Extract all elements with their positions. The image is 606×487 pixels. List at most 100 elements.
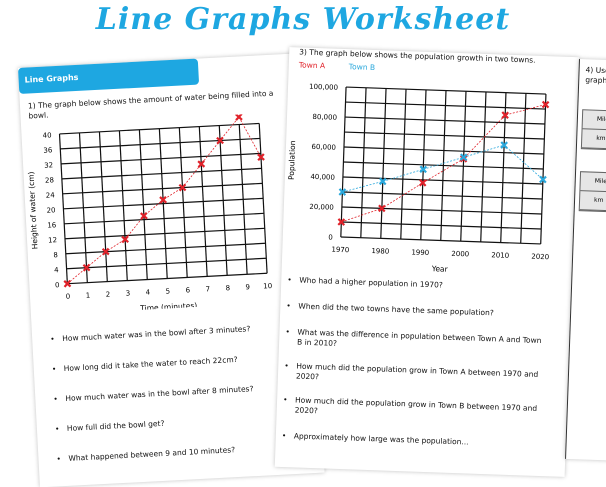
x-tick-label: 6 [185,286,190,294]
series-line [341,104,546,223]
data-point-marker [377,204,386,213]
grid-line [341,206,542,215]
y-tick-label: 100,000 [309,83,338,92]
grid-line [344,116,545,125]
data-point-marker [500,141,508,149]
data-point-marker [234,113,243,121]
x-tick-label: 1970 [331,246,349,255]
x-tick-label: 1990 [411,248,429,257]
data-point-marker [418,178,427,187]
grid-line [64,227,265,240]
data-point-marker [63,279,72,288]
x-tick-label: 0 [66,293,71,301]
grid-line [340,236,541,245]
grid-line [342,176,543,185]
grid-line [342,191,543,200]
table-cell: km [581,129,606,151]
conversion-table: Miles km [580,109,606,152]
legend-town-a: Town A [298,60,326,71]
grid-line [65,242,266,255]
x-axis-label: Time (minutes) [139,301,197,313]
y-tick-label: 0 [328,234,333,242]
y-tick-label: 80,000 [312,113,337,122]
grid-line [61,152,261,165]
question-item: Approximately how large was the populati… [294,431,544,450]
question-item: How much did the population grow in Town… [295,395,546,424]
question-3: 3) The graph below shows the population … [299,47,536,65]
x-tick-label: 1980 [371,247,389,256]
section-banner: Line Graphs [18,58,200,94]
x-tick-label: 7 [205,285,210,293]
y-tick-label: 20 [46,206,55,214]
grid-line [59,122,260,135]
table-cell: km [579,191,606,213]
table-cell: Miles [582,110,606,132]
x-tick-label: 4 [145,288,150,296]
y-axis-label: Population [287,140,297,180]
grid-line [344,131,545,140]
question-item: What was the difference in population be… [297,328,548,357]
grid-line [67,272,268,285]
series-line [67,116,262,285]
x-tick-label: 3 [126,289,131,297]
grid-line [62,182,263,195]
y-tick-label: 16 [47,221,57,229]
data-point-marker [197,160,206,168]
x-tick-label: 2010 [491,251,509,260]
grid-line [63,197,264,210]
data-point-marker [501,111,510,119]
data-point-marker [159,195,167,204]
data-point-marker [216,136,224,145]
y-axis-label: Height of water (cm) [26,171,39,249]
question-item: How much did the population grow in Town… [296,362,547,391]
worksheet-title: Line Graphs Worksheet [95,2,511,37]
table-cell: Miles [580,172,606,194]
y-tick-label: 28 [45,176,54,184]
data-point-marker [101,247,110,256]
data-point-marker [337,218,346,226]
y-tick-label: 4 [54,266,59,274]
grid-line [343,146,544,155]
question-item: How much water was in the bowl after 8 m… [65,384,254,404]
data-point-marker [140,211,148,220]
grid-line [60,137,261,150]
question-item: When did the two towns have the same pop… [298,302,548,321]
y-tick-label: 24 [46,191,56,199]
question-item: How much water was in the bowl after 3 m… [62,324,251,344]
x-tick-label: 2020 [531,253,549,262]
x-axis-label: Year [431,264,449,274]
y-tick-label: 36 [43,146,53,154]
data-point-marker [257,153,265,162]
x-tick-label: 9 [245,283,250,291]
grid-line [343,161,544,170]
grid-line [64,212,264,225]
worksheet-page-2: 3) The graph below shows the population … [274,47,580,477]
grid-line [61,167,262,180]
data-point-marker [338,188,347,196]
x-tick-label: 1 [86,292,91,300]
y-tick-label: 40,000 [310,173,335,182]
y-tick-label: 0 [55,281,60,289]
worksheet-page-1: Line Graphs 1) The graph below shows the… [18,53,325,487]
x-tick-label: 10 [263,282,272,290]
y-tick-label: 40 [42,131,51,139]
x-tick-label: 2 [106,290,111,298]
grid-line [346,86,546,95]
population-chart: 1970 1980 1990 2000 2010 2020 0 20,000 40,000 60,… [287,83,550,274]
question-item: How long did it take the water to reach … [64,355,238,374]
data-point-marker [82,263,91,272]
x-tick-label: 2000 [451,250,469,259]
grid-line [345,101,546,110]
y-tick-label: 8 [53,251,58,259]
data-point-marker [419,165,428,174]
y-tick-label: 32 [44,161,53,169]
data-point-marker [459,153,468,162]
x-tick-label: 8 [225,284,230,292]
data-point-marker [541,100,550,109]
grid-line [66,257,267,270]
y-tick-label: 12 [48,236,57,244]
x-tick-label: 5 [165,287,170,295]
y-tick-label: 20,000 [309,203,334,212]
question-4: 4) Use t... graph. [585,65,606,86]
